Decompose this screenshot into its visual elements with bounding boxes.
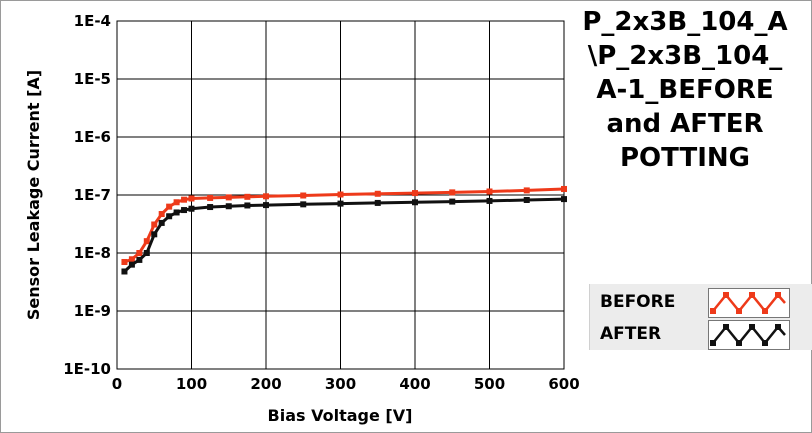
legend-marker [710, 340, 716, 346]
data-point [449, 189, 456, 196]
x-tick-label: 300 [325, 375, 356, 393]
data-point [173, 199, 180, 206]
data-point [449, 198, 456, 205]
data-point [523, 187, 530, 194]
data-point [207, 204, 214, 211]
data-point [337, 191, 344, 198]
title-line: A-1_BEFORE [596, 75, 774, 105]
x-tick-label: 500 [474, 375, 505, 393]
data-point [263, 202, 269, 209]
data-point [523, 196, 530, 203]
x-tick-label: 100 [176, 375, 207, 393]
data-point [263, 193, 269, 200]
title-line: and AFTER [606, 109, 764, 139]
data-point [244, 193, 251, 200]
legend-label: AFTER [600, 324, 662, 344]
data-point [412, 199, 418, 206]
legend-marker [749, 324, 755, 330]
series-line-after [123, 197, 565, 273]
data-point [136, 256, 143, 263]
series-layer [121, 185, 567, 275]
data-point [143, 238, 150, 245]
data-point [158, 211, 165, 218]
series-line-before [123, 187, 565, 264]
data-point [412, 190, 418, 197]
legend-item-before: BEFORE [600, 288, 800, 318]
legend-marker [736, 340, 742, 346]
data-point [244, 202, 251, 209]
legend-marker [736, 308, 742, 314]
title-line: \P_2x3B_104_ [587, 41, 783, 71]
x-tick-label: 200 [250, 375, 281, 393]
data-point [300, 192, 307, 199]
data-point [166, 203, 173, 210]
legend-marker [775, 292, 781, 298]
data-point [207, 194, 214, 201]
data-point [486, 188, 493, 195]
chart-title: P_2x3B_104_A \P_2x3B_104_ A-1_BEFORE and… [561, 5, 809, 175]
legend-marker [723, 324, 729, 330]
data-point [173, 209, 180, 216]
legend-marker [749, 292, 755, 298]
data-point [374, 199, 381, 206]
data-point [486, 197, 493, 204]
legend: BEFORE AFTER [589, 284, 812, 350]
x-tick-label: 400 [399, 375, 430, 393]
data-point [166, 213, 173, 220]
data-point [143, 250, 150, 256]
y-tick-label: 1E-8 [74, 244, 111, 262]
y-tick-label: 1E-9 [74, 302, 111, 320]
data-point [158, 219, 165, 226]
data-point [188, 205, 195, 212]
data-point [188, 195, 195, 202]
y-tick-label: 1E-7 [74, 186, 111, 204]
y-tick-label: 1E-4 [74, 12, 111, 30]
data-point [300, 201, 307, 208]
grid [117, 21, 564, 369]
data-point [151, 221, 158, 228]
title-line: POTTING [620, 143, 750, 173]
x-tick-label: 0 [112, 375, 122, 393]
legend-marker [710, 308, 716, 314]
legend-marker [762, 308, 768, 314]
legend-swatch-before [708, 288, 790, 318]
data-point [128, 261, 135, 268]
legend-item-after: AFTER [600, 320, 800, 350]
tick-labels: 0 100 200 300 400 500 600 1E-10 1E-9 1E-8 1E-7 1E-6… [63, 12, 579, 393]
legend-label: BEFORE [600, 292, 676, 312]
y-tick-label: 1E-5 [74, 70, 111, 88]
legend-marker [762, 340, 768, 346]
x-axis-title: Bias Voltage [V] [268, 406, 413, 425]
legend-marker [723, 292, 729, 298]
data-point [128, 256, 135, 263]
legend-marker [775, 324, 781, 330]
y-axis-title: Sensor Leakage Current [A] [24, 70, 43, 320]
data-point [181, 207, 188, 214]
data-point [225, 194, 232, 201]
data-point [136, 250, 143, 256]
x-tick-label: 600 [548, 375, 579, 393]
legend-swatch-after [708, 320, 790, 350]
data-point [225, 203, 232, 210]
y-tick-label: 1E-10 [63, 360, 111, 378]
title-line: P_2x3B_104_A [582, 7, 788, 37]
data-point [121, 268, 128, 275]
data-point [561, 196, 567, 203]
data-point [561, 185, 567, 192]
data-point [151, 231, 158, 238]
data-point [121, 258, 128, 265]
data-point [337, 200, 344, 207]
y-tick-label: 1E-6 [74, 128, 111, 146]
data-point [181, 196, 188, 203]
data-point [374, 190, 381, 197]
